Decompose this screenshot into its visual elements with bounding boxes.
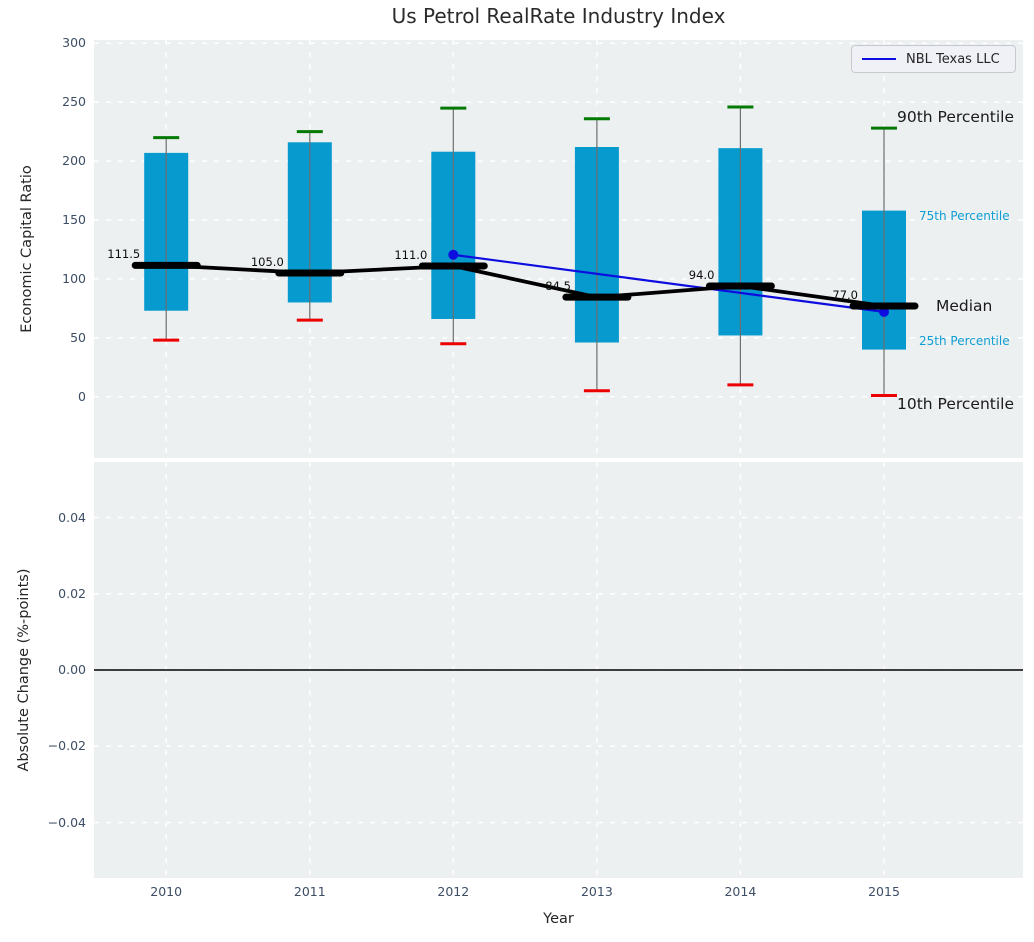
company-point-2012 bbox=[448, 249, 459, 260]
ytick-top-150: 150 bbox=[62, 212, 86, 228]
ytick-top-50: 50 bbox=[70, 329, 86, 345]
xtick-2015: 2015 bbox=[868, 884, 900, 899]
annotation-25th-percentile: 25th Percentile bbox=[919, 334, 1010, 348]
median-value-label-2010: 111.5 bbox=[107, 247, 141, 262]
median-value-label-2011: 105.0 bbox=[250, 255, 284, 270]
ytick-bottom-2: 0.00 bbox=[58, 662, 86, 677]
legend: NBL Texas LLC bbox=[851, 45, 1016, 73]
ytick-bottom-1: 0.02 bbox=[58, 585, 86, 601]
legend-entry-nbl-texas-llc: NBL Texas LLC bbox=[906, 51, 1000, 67]
xtick-2010: 2010 bbox=[150, 884, 183, 899]
median-value-label-2015: 77.0 bbox=[832, 288, 858, 302]
xtick-2011: 2011 bbox=[293, 884, 326, 899]
ytick-top-100: 100 bbox=[62, 270, 86, 286]
company-line bbox=[453, 253, 885, 313]
annotation-75th-percentile: 75th Percentile bbox=[919, 209, 1010, 223]
ytick-top-250: 250 bbox=[62, 94, 86, 110]
y-axis-label-economic-capital-ratio: Economic Capital Ratio bbox=[19, 165, 35, 333]
ytick-bottom-4: −0.04 bbox=[47, 814, 86, 830]
ytick-bottom-3: −0.02 bbox=[47, 738, 86, 754]
annotation-90th-percentile: 90th Percentile bbox=[897, 108, 1015, 126]
median-value-label-2014: 94.0 bbox=[688, 267, 715, 282]
xtick-2012: 2012 bbox=[437, 884, 470, 899]
xtick-2013: 2013 bbox=[580, 884, 613, 899]
ytick-bottom-0: 0.04 bbox=[58, 509, 86, 525]
annotation-median: Median bbox=[936, 297, 993, 315]
ytick-top-200: 200 bbox=[62, 153, 86, 169]
x-axis-label-year: Year bbox=[543, 911, 574, 927]
median-value-label-2012: 111.0 bbox=[394, 247, 428, 262]
ytick-top-0: 0 bbox=[78, 388, 86, 404]
xtick-2014: 2014 bbox=[724, 884, 757, 899]
median-value-label-2013: 84.5 bbox=[545, 279, 571, 294]
annotation-10th-percentile: 10th Percentile bbox=[897, 395, 1015, 413]
ytick-top-300: 300 bbox=[62, 35, 86, 51]
chart-title: Us Petrol RealRate Industry Index bbox=[391, 4, 726, 28]
legend-line-sample bbox=[862, 58, 896, 60]
